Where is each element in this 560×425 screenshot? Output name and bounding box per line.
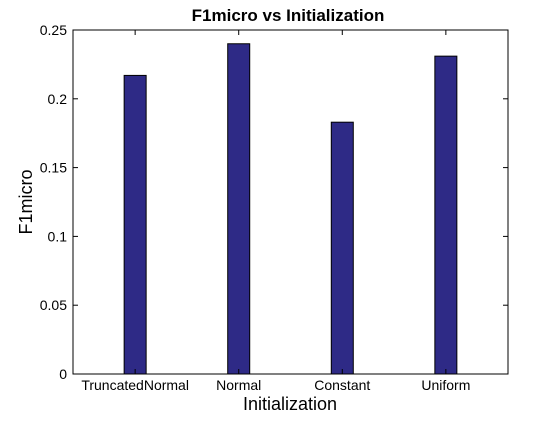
- bar-truncatednormal: [123, 74, 147, 375]
- bars-group: [123, 43, 458, 375]
- x-axis-label: Initialization: [243, 394, 337, 414]
- y-tick-label: 0.25: [40, 22, 67, 38]
- x-axis-ticks: TruncatedNormal Normal Constant Uniform: [81, 30, 470, 393]
- plot-area-frame: [72, 29, 509, 375]
- chart-title: F1micro vs Initialization: [192, 6, 385, 25]
- y-tick-label: 0.2: [48, 91, 68, 107]
- x-tick-label: Constant: [314, 377, 370, 393]
- y-tick-label: 0.05: [40, 297, 67, 313]
- x-tick-label: Uniform: [421, 377, 470, 393]
- bar-constant: [330, 121, 354, 375]
- y-axis-label: F1micro: [16, 169, 36, 234]
- y-tick-label: 0: [59, 366, 67, 382]
- bar-normal: [227, 43, 251, 375]
- y-tick-label: 0.1: [48, 228, 68, 244]
- y-axis-ticks: 0 0.05 0.1 0.15 0.2 0.25: [40, 22, 508, 382]
- y-tick-label: 0.15: [40, 160, 67, 176]
- x-tick-label: Normal: [216, 377, 261, 393]
- bar-uniform: [434, 55, 458, 375]
- x-tick-label: TruncatedNormal: [81, 377, 189, 393]
